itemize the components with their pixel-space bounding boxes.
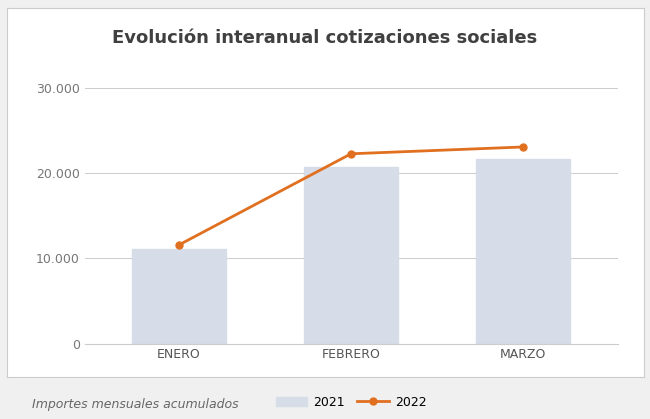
Bar [132, 249, 226, 344]
Bar [476, 159, 570, 344]
Legend: 2021, 2022: 2021, 2022 [270, 391, 432, 414]
Bar [304, 166, 398, 344]
Text: Importes mensuales acumulados: Importes mensuales acumulados [32, 398, 239, 411]
Text: Evolución interanual cotizaciones sociales: Evolución interanual cotizaciones social… [112, 29, 538, 47]
